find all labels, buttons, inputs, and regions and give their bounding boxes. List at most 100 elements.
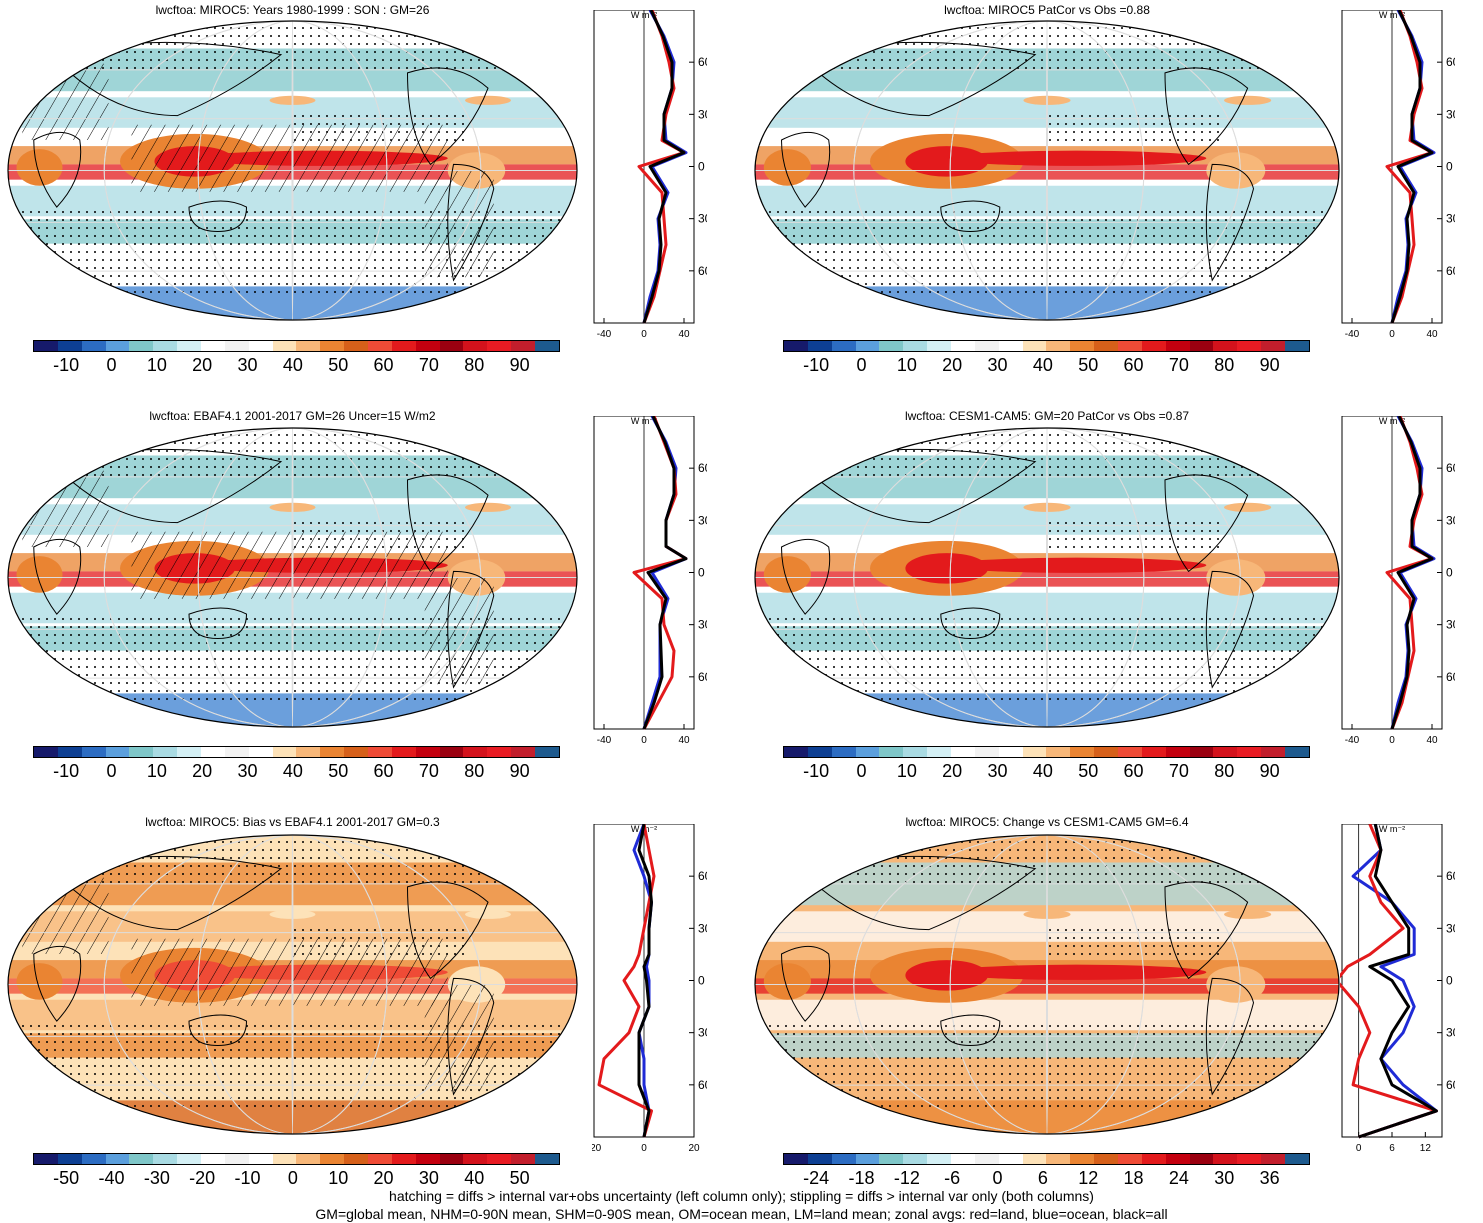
colorbar-swatch <box>1189 341 1214 351</box>
lat-tick-label: 0 <box>1446 566 1453 580</box>
colorbar-swatch <box>535 341 559 351</box>
map-title: lwcftoa: CESM1-CAM5: GM=20 PatCor vs Obs… <box>904 409 1190 423</box>
colorbar-tick-label: 12 <box>1078 1168 1099 1188</box>
colorbar-swatch <box>1261 341 1286 351</box>
colorbar-swatch <box>1094 1154 1119 1164</box>
colorbar-swatch <box>807 341 832 351</box>
colorbar-tick-label: 20 <box>373 1168 394 1188</box>
colorbar-tick-label: -24 <box>803 1168 830 1188</box>
map-title: lwcftoa: MIROC5: Bias vs EBAF4.1 2001-20… <box>145 815 440 829</box>
colorbar-tick-label: -10 <box>53 761 80 781</box>
colorbar-swatch <box>1046 747 1071 757</box>
colorbar-tick-label: 60 <box>1123 761 1144 781</box>
colorbar-swatch <box>903 341 928 351</box>
colorbar-tick-label: -10 <box>53 355 80 375</box>
colorbar-swatch <box>927 747 952 757</box>
zonal-x-tick-label: 0 <box>641 1143 647 1154</box>
zonal-x-tick-label: -40 <box>1345 735 1360 746</box>
colorbar-swatch <box>1070 341 1095 351</box>
colorbar-tick-label: 20 <box>192 761 213 781</box>
colorbar-tick-label: -6 <box>944 1168 961 1188</box>
colorbar-swatch <box>1261 1154 1286 1164</box>
colorbar-tick-label: 60 <box>373 761 394 781</box>
lat-tick-label: 30S <box>698 212 707 226</box>
lat-tick-label: 60N <box>1446 869 1455 883</box>
colorbar-tick-label: 30 <box>237 761 258 781</box>
colorbar-swatch <box>1141 747 1166 757</box>
lat-tick-label: 60S <box>1446 1078 1455 1092</box>
colorbar-swatch <box>998 747 1023 757</box>
colorbar-swatch <box>439 1154 464 1164</box>
colorbar-tick-label: -30 <box>143 1168 170 1188</box>
colorbar-tick-label: 30 <box>237 355 258 375</box>
colorbar-swatch <box>998 341 1023 351</box>
colorbar-swatch <box>105 341 130 351</box>
colorbar-tick-label: 0 <box>992 1168 1003 1188</box>
zonal-x-tick-label: -20 <box>592 1143 602 1154</box>
lat-tick-label: 0 <box>1446 974 1453 988</box>
colorbar-swatch <box>1237 341 1262 351</box>
colorbar-swatch <box>224 747 249 757</box>
colorbar-swatch <box>1118 1154 1142 1164</box>
zonal-x-tick-label: 0 <box>641 735 647 746</box>
colorbar-swatch <box>1285 747 1309 757</box>
colorbar-swatch <box>784 1154 808 1164</box>
colorbar-swatch <box>974 341 999 351</box>
colorbar-swatch <box>1285 341 1309 351</box>
colorbar-swatch <box>415 747 440 757</box>
lat-tick-label: 30N <box>698 921 707 935</box>
colorbar-swatch <box>1213 1154 1238 1164</box>
colorbar-swatch <box>129 747 154 757</box>
lat-tick-label: 0 <box>1446 160 1453 174</box>
lat-tick-label: 30N <box>698 107 707 121</box>
colorbar-swatch <box>855 341 880 351</box>
lat-tick-label: 60S <box>1446 264 1455 278</box>
colorbar-tick-label: -20 <box>189 1168 216 1188</box>
lat-tick-label: 30S <box>698 1026 707 1040</box>
colorbar-swatch <box>511 747 536 757</box>
colorbar-tick-label: 90 <box>1259 355 1280 375</box>
colorbar-swatch <box>368 747 392 757</box>
colorbar-swatch <box>903 1154 928 1164</box>
colorbar-tick-label: -50 <box>53 1168 80 1188</box>
colorbar-swatch <box>105 747 130 757</box>
zonal-line-all <box>1358 824 1438 1139</box>
colorbar-tick-label: -10 <box>803 761 830 781</box>
lat-tick-label: 0 <box>698 160 705 174</box>
colorbar-tick-label: 30 <box>987 761 1008 781</box>
colorbar-tick-label: 70 <box>418 355 439 375</box>
zonal-x-tick-label: 40 <box>678 329 690 340</box>
colorbar-swatch <box>1070 1154 1095 1164</box>
colorbar-tick-label: 40 <box>282 761 303 781</box>
colorbar-swatch <box>272 341 297 351</box>
colorbar-swatch <box>951 341 975 351</box>
colorbar-swatch <box>1022 1154 1047 1164</box>
lat-tick-label: 30N <box>698 513 707 527</box>
colorbar-swatch <box>1237 747 1262 757</box>
colorbar-tick-label: 24 <box>1168 1168 1189 1188</box>
colorbar-swatch <box>344 1154 369 1164</box>
colorbar-swatch <box>998 1154 1023 1164</box>
colorbar-tick-label: 80 <box>1214 761 1235 781</box>
colorbar-swatch <box>320 1154 345 1164</box>
colorbar-swatch <box>177 1154 202 1164</box>
colorbar-tick-label: 0 <box>287 1168 298 1188</box>
colorbar <box>783 340 1310 352</box>
colorbar-swatch <box>57 341 82 351</box>
colorbar-tick-label: 6 <box>1037 1168 1048 1188</box>
colorbar-tick-label: 10 <box>896 761 917 781</box>
colorbar-swatch <box>1141 1154 1166 1164</box>
colorbar-tick-label: 10 <box>328 1168 349 1188</box>
colorbar-swatch <box>391 747 416 757</box>
colorbar-swatch <box>368 341 392 351</box>
colorbar-swatch <box>487 747 512 757</box>
colorbar-swatch <box>1070 747 1095 757</box>
colorbar-swatch <box>807 747 832 757</box>
lat-tick-label: 60N <box>698 869 707 883</box>
colorbar-swatch <box>177 747 202 757</box>
map-title: lwcftoa: MIROC5: Years 1980-1999 : SON :… <box>155 3 430 17</box>
zonal-x-tick-label: 0 <box>1389 329 1395 340</box>
zonal-line-land <box>1385 10 1434 324</box>
colorbar-swatch <box>1189 747 1214 757</box>
colorbar-tick-label: 70 <box>418 761 439 781</box>
